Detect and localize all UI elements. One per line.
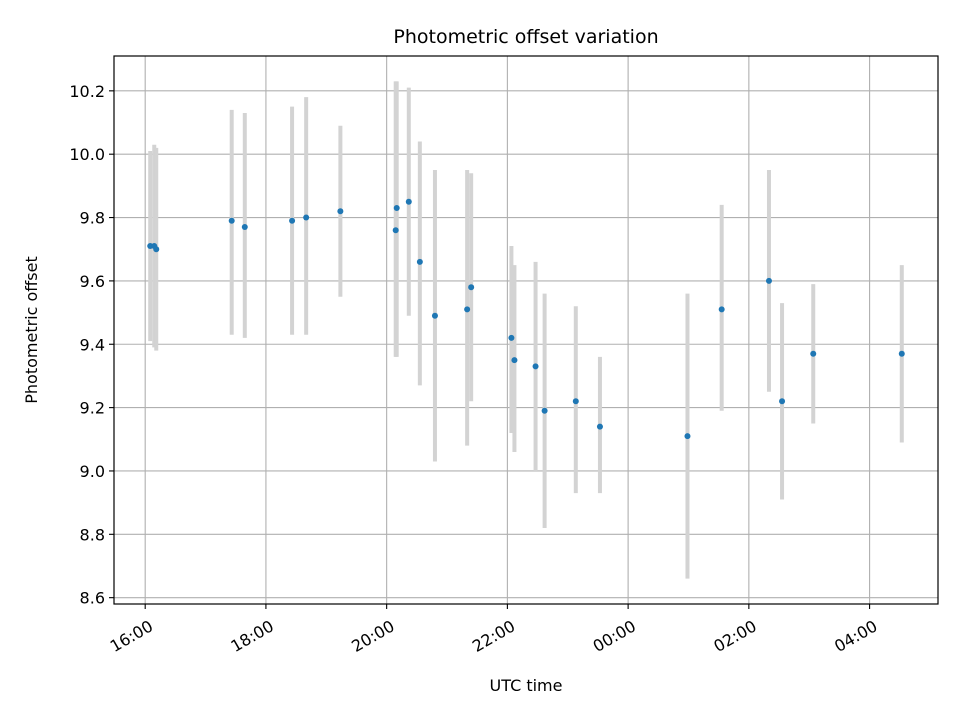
data-point (779, 398, 786, 405)
data-point (241, 224, 248, 231)
data-point (393, 205, 400, 212)
data-point (303, 214, 310, 221)
data-point (431, 312, 438, 319)
data-point (596, 423, 603, 430)
y-tick-label: 9.6 (80, 272, 105, 291)
data-point (289, 217, 296, 224)
y-tick-label: 9.2 (80, 399, 105, 418)
data-point (572, 398, 579, 405)
y-tick-label: 10.0 (69, 145, 105, 164)
data-point (532, 363, 539, 370)
data-points (147, 198, 905, 440)
chart-title: Photometric offset variation (393, 26, 658, 48)
y-tick-label: 9.0 (80, 462, 105, 481)
data-point (153, 246, 160, 253)
y-tick-label: 9.4 (80, 335, 105, 354)
y-tick-label: 8.8 (80, 525, 105, 544)
x-axis-label: UTC time (490, 676, 563, 695)
data-point (718, 306, 725, 313)
y-tick-label: 9.8 (80, 209, 105, 228)
data-point (810, 350, 817, 357)
data-point (228, 217, 235, 224)
data-point (511, 357, 518, 364)
grid (114, 56, 938, 604)
data-point (416, 258, 423, 265)
data-point (541, 407, 548, 414)
data-point (898, 350, 905, 357)
data-point (405, 198, 412, 205)
y-tick-label: 10.2 (69, 82, 105, 101)
plot-frame (113, 55, 939, 605)
data-point (684, 433, 691, 440)
data-point (392, 227, 399, 234)
data-point (337, 208, 344, 215)
data-point (468, 284, 475, 291)
y-axis-label: Photometric offset (22, 256, 41, 404)
y-tick-label: 8.6 (80, 589, 105, 608)
data-point (464, 306, 471, 313)
data-point (765, 277, 772, 284)
data-point (508, 334, 515, 341)
